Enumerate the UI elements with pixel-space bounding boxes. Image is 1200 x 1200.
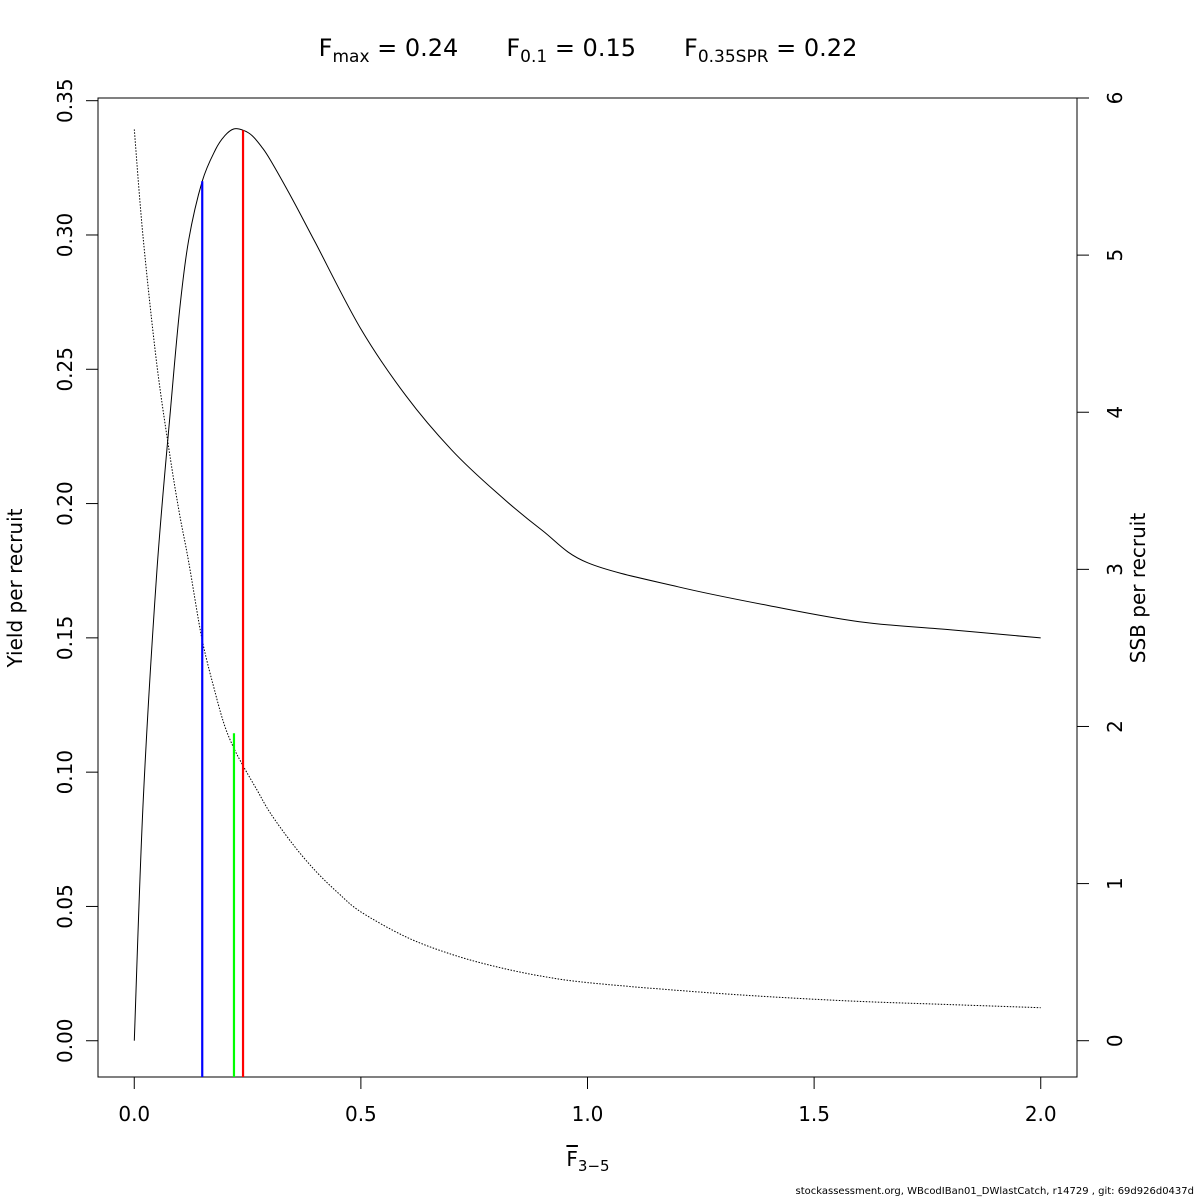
- title-term-sub: 0.35SPR: [698, 47, 769, 67]
- x-axis: 0.0 0.5 1.0 1.5 2.0: [118, 1076, 1057, 1126]
- reference-lines: [201, 130, 245, 1077]
- ssb-per-recruit-line: [133, 129, 1041, 1009]
- y2-tick-label: 1: [1103, 877, 1127, 890]
- y-tick-label: 0.20: [53, 481, 77, 526]
- y-axis-label: Yield per recruit: [3, 508, 27, 668]
- footer-credit: stockassessment.org, WBcodIBan01_DWlastC…: [795, 1186, 1195, 1197]
- y-tick-label: 0.35: [53, 78, 77, 123]
- title-term-value: = 0.15: [547, 34, 636, 62]
- y2-tick-label: 0: [1103, 1034, 1127, 1047]
- x-axis-label-text: F3−5: [566, 1147, 609, 1175]
- title-term-sub: max: [332, 47, 369, 67]
- y2-axis-label: SSB per recruit: [1126, 513, 1150, 664]
- plot-frame: [97, 97, 1078, 1078]
- x-tick-label: 1.0: [572, 1102, 604, 1126]
- title-term-value: = 0.24: [370, 34, 459, 62]
- title-term-value: = 0.22: [769, 34, 858, 62]
- x-tick-label: 2.0: [1025, 1102, 1057, 1126]
- y-tick-label: 0.10: [53, 750, 77, 795]
- title-term-base: F: [458, 34, 520, 62]
- y-axis-left: 0.00 0.05 0.10 0.15 0.20 0.25 0.30 0.35: [53, 78, 98, 1063]
- series-group: [133, 128, 1041, 1041]
- y2-tick-label: 4: [1103, 406, 1127, 419]
- x-label-sub: 3−5: [578, 1157, 610, 1175]
- y2-tick-label: 6: [1103, 92, 1127, 105]
- title-term-base: F: [636, 34, 698, 62]
- title-text: Fmax = 0.24 F0.1 = 0.15 F0.35SPR = 0.22: [319, 34, 858, 67]
- y2-tick-label: 2: [1103, 720, 1127, 733]
- x-tick-label: 0.0: [118, 1102, 150, 1126]
- x-label-base: F: [566, 1147, 578, 1171]
- title-term-sub: 0.1: [520, 47, 547, 67]
- x-axis-label: F3−5: [566, 1147, 609, 1175]
- y2-tick-label: 3: [1103, 563, 1127, 576]
- yield-per-recruit-line: [133, 128, 1041, 1041]
- y-axis-right: 0 1 2 3 4 5 6: [1077, 92, 1127, 1047]
- y-tick-label: 0.15: [53, 616, 77, 661]
- x-tick-label: 0.5: [345, 1102, 377, 1126]
- x-tick-label: 1.5: [798, 1102, 830, 1126]
- y-tick-label: 0.05: [53, 884, 77, 929]
- chart-title: Fmax = 0.24 F0.1 = 0.15 F0.35SPR = 0.22: [319, 34, 858, 67]
- y2-tick-label: 5: [1103, 249, 1127, 262]
- y-tick-label: 0.30: [53, 213, 77, 258]
- title-term-base: F: [319, 34, 333, 62]
- y-tick-label: 0.00: [53, 1018, 77, 1063]
- y-tick-label: 0.25: [53, 347, 77, 392]
